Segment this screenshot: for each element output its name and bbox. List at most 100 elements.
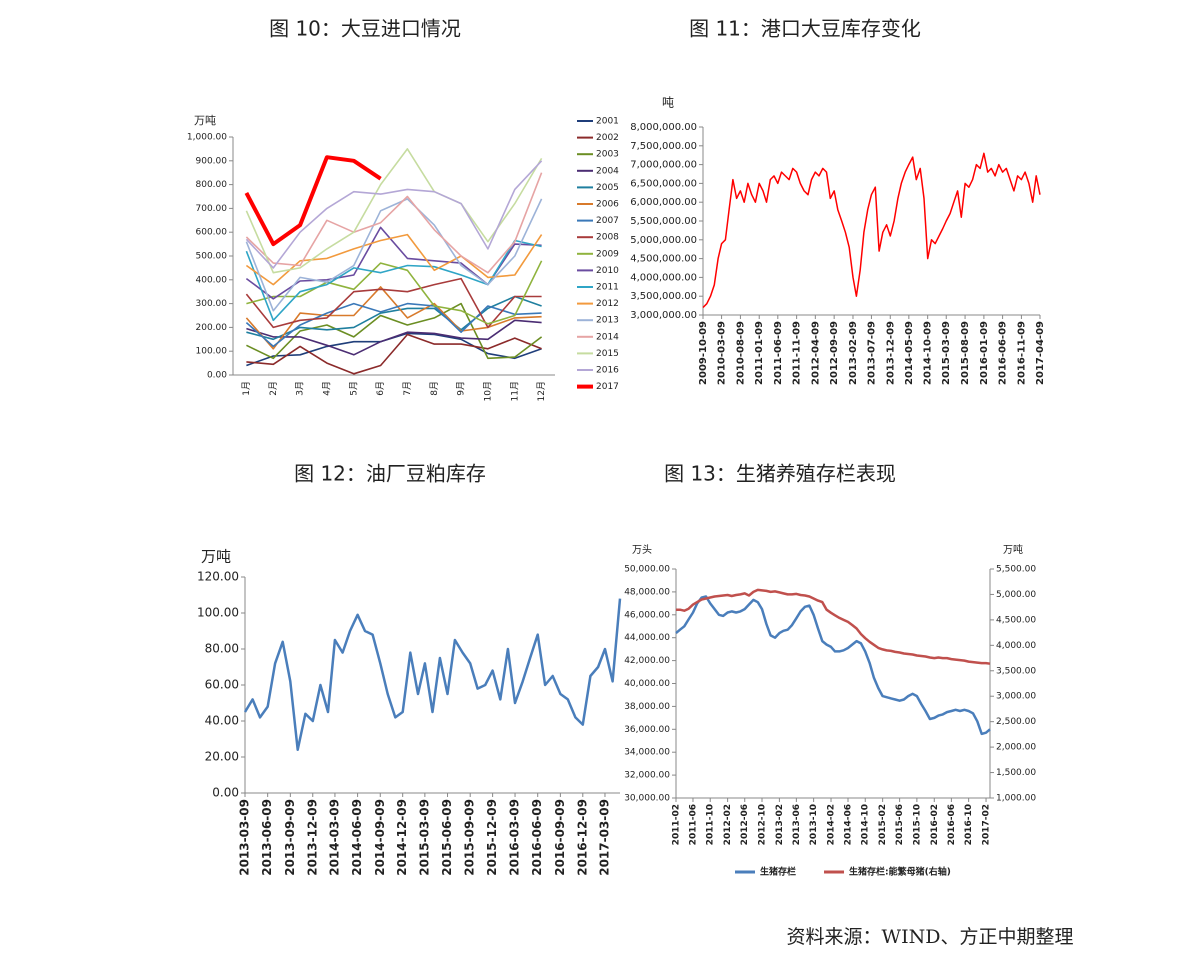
series-line: [245, 286, 542, 350]
y-tick-label: 100.00: [196, 347, 228, 357]
legend-label: 2005: [596, 183, 619, 193]
x-tick-label: 2014-06-09: [350, 799, 364, 876]
y-tick-label: 5,000,000.00: [630, 235, 697, 246]
x-tick-label: 5月: [348, 381, 359, 396]
x-tick-label: 2016-01-09: [979, 321, 990, 385]
y-axis-label: 万吨: [201, 548, 231, 566]
x-tick-label: 2013-02: [775, 804, 785, 845]
x-tick-label: 2013-12-09: [305, 799, 319, 876]
y-tick-label: 4,000,000.00: [630, 272, 697, 283]
series-line: [245, 302, 542, 348]
x-tick-label: 3月: [295, 381, 306, 396]
legend-label: 2010: [596, 266, 619, 276]
y2-tick-label: 3,000.00: [996, 692, 1036, 702]
x-tick-label: 2012-06: [740, 804, 750, 845]
legend-label: 2015: [596, 349, 619, 359]
y-tick-label: 900.00: [196, 156, 228, 166]
x-tick-label: 2014-02: [827, 804, 837, 845]
x-tick-label: 2017-04-09: [1035, 321, 1046, 385]
y2-axis-label: 万吨: [1003, 543, 1023, 556]
x-tick-label: 10月: [482, 381, 493, 401]
series-line: [675, 595, 991, 736]
x-tick-label: 1月: [241, 381, 252, 396]
y-axis-label: 吨: [662, 96, 674, 110]
y-tick-label: 400.00: [196, 275, 228, 285]
y-tick-label: 48,000.00: [624, 587, 670, 597]
series-line: [244, 155, 382, 247]
y-axis-label: 万吨: [194, 114, 216, 127]
legend-label: 2011: [596, 283, 619, 293]
series-line: [245, 198, 543, 312]
y-tick-label: 0.00: [207, 371, 227, 381]
x-tick-label: 2014-03-09: [327, 799, 341, 876]
x-tick-label: 2016-09-09: [553, 799, 567, 876]
legend-label: 2008: [596, 233, 619, 243]
legend-label: 2003: [596, 150, 619, 160]
y-tick-label: 1,000.00: [187, 133, 227, 143]
legend-label: 2001: [596, 117, 619, 127]
x-tick-label: 2016-10: [964, 804, 974, 845]
y-tick-label: 38,000.00: [624, 702, 670, 712]
x-tick-label: 2013-09-09: [283, 799, 297, 876]
x-tick-label: 2011-02: [672, 804, 682, 845]
y-tick-label: 0.00: [212, 786, 239, 800]
chart-title: 图 11：港口大豆库存变化: [689, 17, 921, 41]
x-tick-label: 2015-03-09: [417, 799, 431, 876]
x-tick-label: 2014-06: [843, 804, 853, 845]
legend-label: 2007: [596, 216, 619, 226]
y2-tick-label: 1,500.00: [996, 768, 1036, 778]
x-tick-label: 2013-02-09: [848, 321, 859, 385]
x-tick-label: 2012-02: [723, 804, 733, 845]
series-line: [246, 319, 542, 356]
y-tick-label: 700.00: [196, 204, 228, 214]
x-tick-label: 2014-05-09: [904, 321, 915, 385]
x-tick-label: 2009-10-09: [698, 321, 709, 385]
x-tick-label: 2014-10: [861, 804, 871, 845]
x-tick-label: 9月: [456, 381, 467, 396]
chart-title: 图 10：大豆进口情况: [269, 17, 461, 41]
source-note: 资料来源：WIND、方正中期整理: [787, 926, 1074, 948]
series-line: [245, 172, 543, 274]
x-tick-label: 2010-03-09: [717, 321, 728, 385]
chart-title: 图 12：油厂豆粕库存: [294, 462, 486, 486]
y-tick-label: 50,000.00: [624, 565, 670, 575]
y-tick-label: 46,000.00: [624, 610, 670, 620]
x-tick-label: 2015-06: [895, 804, 905, 845]
y-tick-label: 6,000,000.00: [630, 197, 697, 208]
y-tick-label: 8,000,000.00: [630, 122, 697, 133]
series-line: [702, 152, 1041, 309]
x-tick-label: 2016-12-09: [575, 799, 589, 876]
series-line: [676, 588, 991, 665]
series-line: [245, 160, 543, 269]
y-tick-label: 32,000.00: [624, 771, 670, 781]
y-tick-label: 500.00: [196, 252, 228, 262]
x-tick-label: 2016-02: [930, 804, 940, 845]
x-tick-label: 2015-06-09: [440, 799, 454, 876]
y-tick-label: 120.00: [197, 570, 239, 584]
x-tick-label: 2015-08-09: [960, 321, 971, 385]
x-tick-label: 6月: [375, 381, 386, 396]
chart-title: 图 13：生猪养殖存栏表现: [664, 462, 896, 486]
x-tick-label: 2013-12-09: [885, 321, 896, 385]
x-tick-label: 2010-08-09: [735, 321, 746, 385]
y-tick-label: 7,500,000.00: [630, 141, 697, 152]
x-tick-label: 2013-06: [792, 804, 802, 845]
legend-label: 2002: [596, 133, 619, 143]
y-tick-label: 44,000.00: [624, 633, 670, 643]
x-tick-label: 2017-02: [982, 804, 992, 845]
y-tick-label: 30,000.00: [624, 794, 670, 804]
y-tick-label: 7,000,000.00: [630, 160, 697, 171]
y-tick-label: 3,500,000.00: [630, 291, 697, 302]
legend-label: 2016: [596, 366, 619, 376]
x-tick-label: 2017-03-09: [597, 799, 611, 876]
x-tick-label: 2011-06: [688, 804, 698, 845]
x-tick-label: 2011-11-09: [792, 321, 803, 385]
legend-label: 2006: [596, 200, 619, 210]
x-tick-label: 2016-06-09: [530, 799, 544, 876]
x-tick-label: 12月: [536, 381, 547, 401]
y2-tick-label: 5,000.00: [996, 590, 1036, 600]
legend-label: 2013: [596, 316, 619, 326]
